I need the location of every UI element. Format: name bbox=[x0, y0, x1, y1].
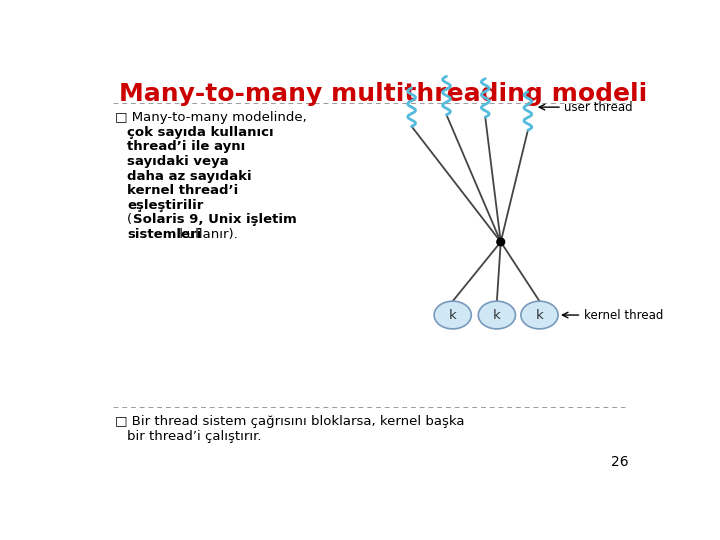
Text: k: k bbox=[493, 308, 500, 321]
Text: k: k bbox=[536, 308, 544, 321]
Text: daha az sayıdaki: daha az sayıdaki bbox=[127, 170, 252, 183]
Text: kernel thread’i: kernel thread’i bbox=[127, 184, 238, 197]
Text: □ Bir thread sistem çağrısını bloklarsa, kernel başka: □ Bir thread sistem çağrısını bloklarsa,… bbox=[114, 415, 464, 428]
Text: thread’i ile aynı: thread’i ile aynı bbox=[127, 140, 246, 153]
Text: 26: 26 bbox=[611, 455, 629, 469]
Text: □ Many-to-many modelinde,: □ Many-to-many modelinde, bbox=[114, 111, 307, 124]
Text: sistemleri: sistemleri bbox=[127, 228, 202, 241]
Text: eşleştirilir: eşleştirilir bbox=[127, 199, 204, 212]
Text: user thread: user thread bbox=[564, 100, 632, 113]
Text: k: k bbox=[449, 308, 456, 321]
Text: bir thread’i çalıştırır.: bir thread’i çalıştırır. bbox=[127, 430, 261, 443]
Circle shape bbox=[497, 238, 505, 246]
Text: Many-to-many multithreading modeli: Many-to-many multithreading modeli bbox=[120, 82, 648, 106]
Text: kernel thread: kernel thread bbox=[584, 308, 663, 321]
Text: (: ( bbox=[127, 213, 132, 226]
Text: kullanır).: kullanır). bbox=[175, 228, 238, 241]
Ellipse shape bbox=[521, 301, 558, 329]
Ellipse shape bbox=[478, 301, 516, 329]
Text: sayıdaki veya: sayıdaki veya bbox=[127, 155, 229, 168]
Ellipse shape bbox=[434, 301, 472, 329]
Text: Solaris 9, Unix işletim: Solaris 9, Unix işletim bbox=[132, 213, 297, 226]
Text: çok sayıda kullanıcı: çok sayıda kullanıcı bbox=[127, 126, 274, 139]
